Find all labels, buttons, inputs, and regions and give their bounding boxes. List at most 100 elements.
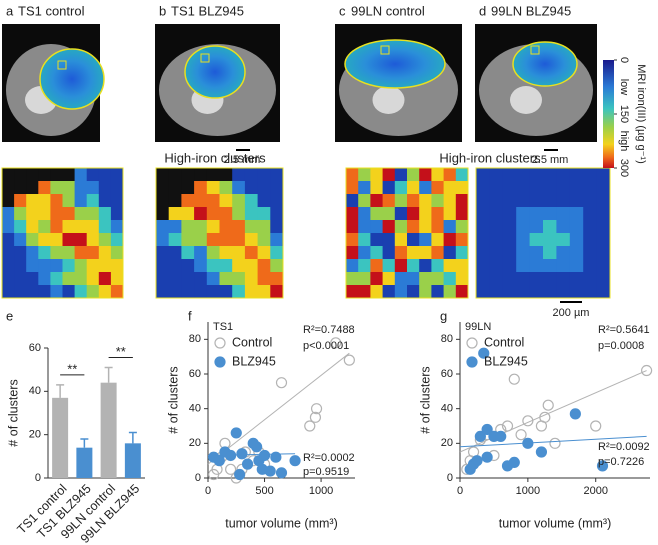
legend-marker: [214, 337, 226, 349]
point: [549, 437, 561, 449]
heat-cell: [370, 285, 384, 299]
heat-cell: [382, 207, 396, 221]
error-bar: [56, 384, 65, 398]
panel-letter: d: [479, 3, 486, 18]
heat-cell: [431, 272, 445, 286]
heat-cell: [270, 259, 284, 273]
heat-cell: [110, 181, 124, 195]
heat-cell: [516, 246, 531, 260]
heat-cell: [257, 194, 271, 208]
heat-cell: [443, 207, 457, 221]
heat-cell: [569, 181, 584, 195]
stat-annotation: R²=0.0002: [303, 452, 355, 464]
heat-cell: [358, 207, 371, 221]
heat-cell: [556, 207, 571, 221]
heat-cell: [346, 207, 359, 221]
heat-cell: [244, 220, 259, 234]
heat-cell: [219, 246, 233, 260]
heat-cell: [556, 220, 571, 234]
heat-cell: [455, 246, 469, 260]
fit-line: [459, 435, 647, 448]
heat-cell: [370, 272, 384, 286]
heat-cell: [206, 194, 220, 208]
heat-cell: [443, 168, 457, 182]
heat-cell: [443, 233, 457, 247]
heat-cell: [431, 246, 445, 260]
heat-cell: [110, 272, 124, 286]
heat-cell: [529, 220, 544, 234]
heat-cell: [382, 194, 396, 208]
heat-cell: [443, 285, 457, 299]
heat-cell: [2, 220, 15, 234]
heat-cell: [489, 259, 504, 273]
mri-tumor: [184, 45, 246, 99]
mri-tumor: [512, 41, 578, 87]
heat-cell: [596, 194, 611, 208]
heat-cell: [382, 220, 396, 234]
heat-cell: [502, 194, 517, 208]
heat-cell: [38, 181, 51, 195]
heat-cell: [502, 246, 517, 260]
heat-cell: [181, 272, 195, 286]
heat-cell: [394, 181, 408, 195]
heat-cell: [358, 168, 371, 182]
point: [225, 449, 237, 462]
point: [596, 460, 609, 472]
heat-cell: [181, 168, 195, 182]
y-tick-label: 80: [189, 333, 201, 345]
panel-title: 99LN BLZ945: [491, 3, 571, 18]
heat-cell: [26, 194, 39, 208]
heat-cell: [206, 168, 220, 182]
error-bar: [128, 431, 137, 444]
heat-cell: [194, 259, 208, 273]
heat-cell: [26, 181, 39, 195]
heat-cell: [168, 259, 182, 273]
heat-cell: [407, 259, 420, 273]
heat-cell: [516, 207, 531, 221]
heat-cell: [556, 259, 571, 273]
heat-cell: [370, 168, 384, 182]
point: [542, 399, 554, 411]
heat-cell: [270, 181, 284, 195]
heat-cell: [358, 272, 371, 286]
heat-cell: [516, 272, 531, 286]
heat-cell: [168, 220, 182, 234]
heat-cell: [358, 220, 371, 234]
heat-cell: [583, 259, 598, 273]
heat-cell: [219, 168, 233, 182]
heat-cell: [181, 220, 195, 234]
heat-cell: [583, 207, 598, 221]
heat-cell: [2, 207, 15, 221]
heat-cell: [74, 285, 88, 299]
heat-cell: [26, 207, 39, 221]
heat-cell: [168, 285, 182, 299]
heat-cell: [419, 220, 432, 234]
heat-cell: [110, 194, 124, 208]
heat-cell: [62, 194, 76, 208]
heat-cell: [168, 168, 182, 182]
bar: [100, 382, 117, 478]
heat-cell: [358, 285, 371, 299]
y-axis-label: # of clusters: [166, 366, 180, 433]
heat-cell: [583, 194, 598, 208]
heat-cell: [50, 272, 63, 286]
heat-cell: [596, 246, 611, 260]
heat-cell: [556, 272, 571, 286]
heat-cell: [110, 233, 124, 247]
heat-cell: [244, 272, 259, 286]
heat-cell: [257, 285, 271, 299]
heat-cell: [529, 246, 544, 260]
heat-cell: [382, 181, 396, 195]
scale-bar-label: 2.5 mm: [532, 154, 569, 166]
heat-cell: [181, 285, 195, 299]
heat-cell: [431, 168, 445, 182]
stat-annotation: R²=0.5641: [598, 324, 650, 336]
heat-cell: [156, 246, 170, 260]
colorbar-band-label: high: [618, 131, 630, 152]
heat-cell: [476, 233, 490, 247]
heat-cell: [419, 181, 432, 195]
heat-cell: [596, 285, 611, 299]
heat-cell: [476, 220, 490, 234]
heat-cell: [2, 233, 15, 247]
heat-cell: [86, 285, 100, 299]
